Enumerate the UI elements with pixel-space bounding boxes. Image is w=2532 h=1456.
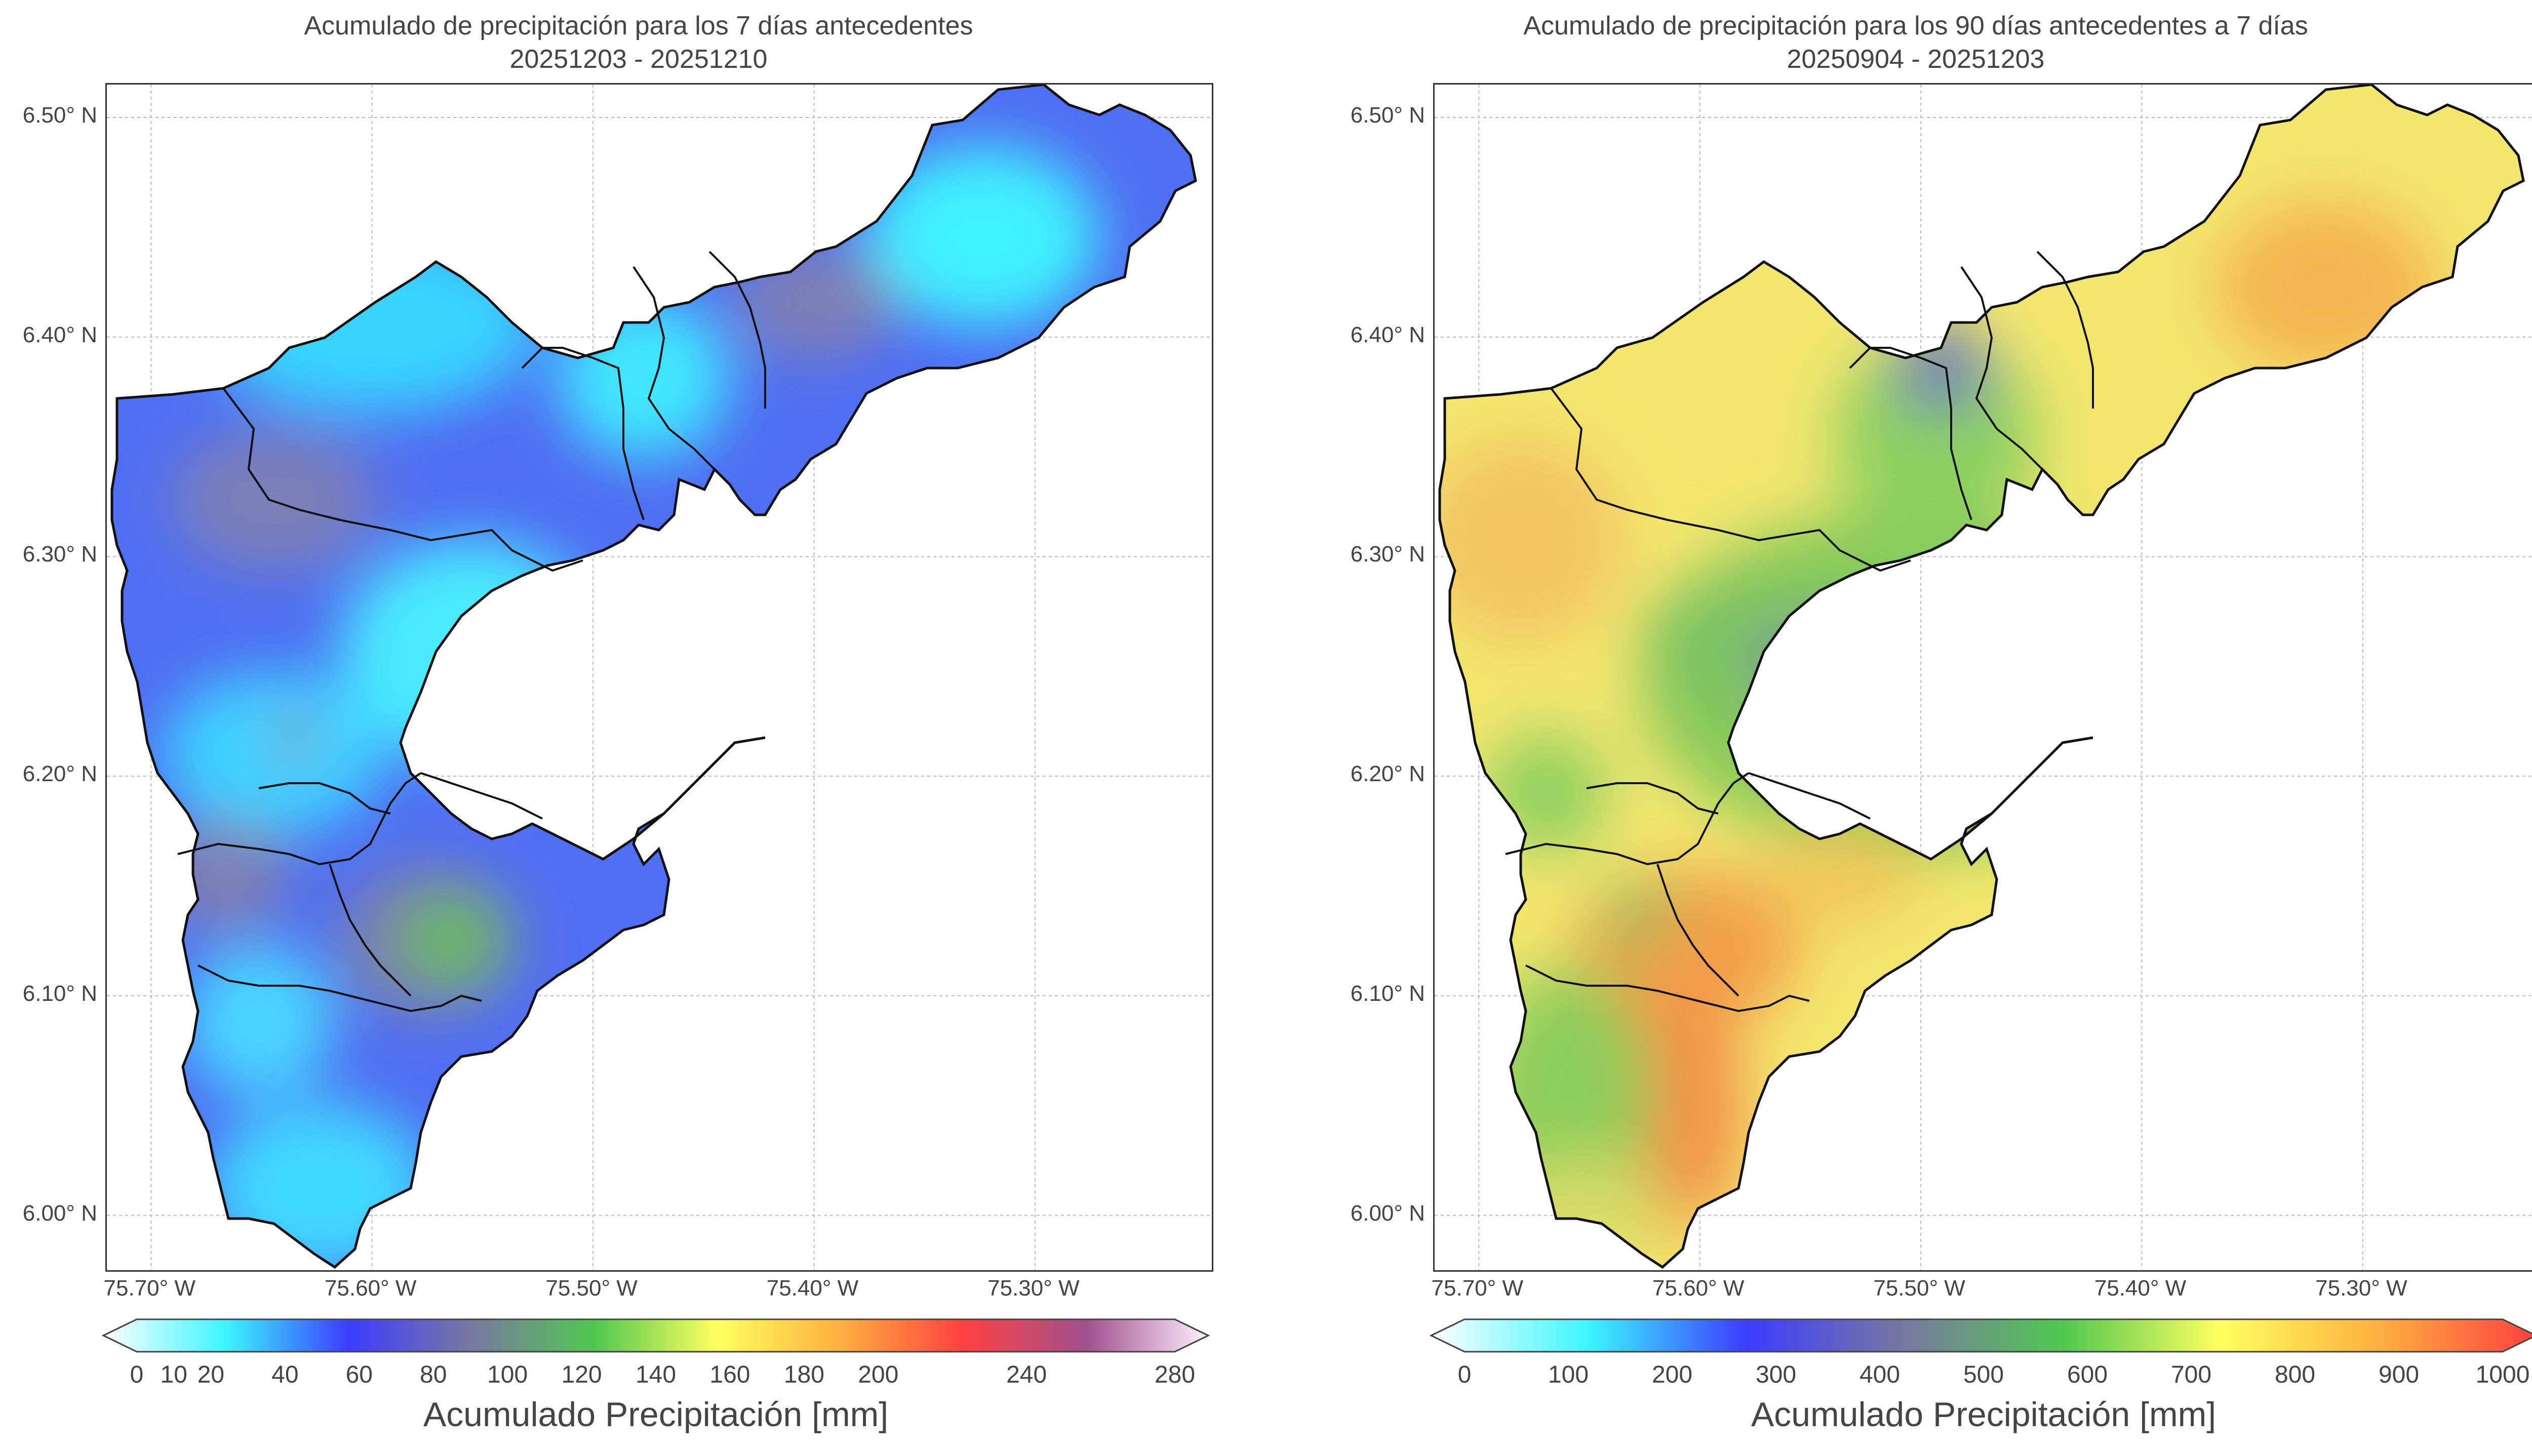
colorbar-tick-label: 0 bbox=[130, 1361, 144, 1388]
colorbar-tick-label: 900 bbox=[2378, 1361, 2420, 1388]
map-area bbox=[1433, 83, 2532, 1272]
colorbar-tick-label: 0 bbox=[1457, 1361, 1472, 1388]
municipal-boundary bbox=[258, 782, 391, 815]
precipitation-field bbox=[1440, 85, 2523, 1267]
panel-title: Acumulado de precipitación para los 90 d… bbox=[1277, 9, 2532, 76]
municipal-boundary bbox=[1586, 782, 1719, 815]
y-tick-label: 6.10° N bbox=[22, 981, 97, 1006]
x-tick-label: 75.70° W bbox=[1431, 1276, 1523, 1301]
colorbar bbox=[1429, 1315, 2532, 1356]
colorbar-tick-label: 300 bbox=[1755, 1361, 1797, 1388]
colorbar-svg bbox=[1429, 1318, 2532, 1353]
colorbar-tick-label: 240 bbox=[1006, 1361, 1047, 1388]
y-tick-label: 6.00° N bbox=[22, 1200, 97, 1226]
colorbar-tick-label: 80 bbox=[420, 1361, 447, 1388]
title-line-2: 20250904 - 20251203 bbox=[1787, 45, 2045, 74]
colorbar-tick-label: 800 bbox=[2274, 1361, 2316, 1388]
municipal-boundary bbox=[1505, 772, 1750, 866]
municipal-boundary bbox=[177, 772, 422, 866]
municipal-boundary bbox=[420, 772, 543, 820]
y-tick-label: 6.40° N bbox=[22, 322, 97, 347]
municipal-boundary bbox=[1960, 266, 2043, 470]
colorbar bbox=[101, 1315, 1210, 1356]
y-tick-label: 6.30° N bbox=[22, 542, 97, 567]
map-area bbox=[105, 83, 1213, 1272]
map-svg bbox=[107, 85, 1212, 1270]
municipal-boundaries bbox=[1438, 85, 2525, 1269]
y-tick-label: 6.50° N bbox=[1350, 103, 1425, 128]
precipitation-field bbox=[112, 85, 1196, 1267]
panel-title: Acumulado de precipitación para los 7 dí… bbox=[0, 9, 1277, 76]
municipal-boundary bbox=[222, 387, 583, 572]
municipal-boundary bbox=[521, 347, 645, 520]
colorbar-tick-label: 160 bbox=[709, 1361, 750, 1388]
colorbar-tick-label: 20 bbox=[197, 1361, 225, 1388]
x-tick-label: 75.50° W bbox=[1873, 1276, 1965, 1301]
colorbar-tick-label: 280 bbox=[1154, 1361, 1196, 1388]
colorbar-label: Acumulado Precipitación [mm] bbox=[1751, 1395, 2217, 1434]
panel-7-day: Acumulado de precipitación para los 7 dí… bbox=[0, 9, 1277, 1434]
municipal-boundary bbox=[1656, 864, 1739, 997]
y-tick-label: 6.10° N bbox=[1350, 981, 1425, 1006]
y-tick-label: 6.40° N bbox=[1350, 322, 1425, 347]
y-tick-label: 6.20° N bbox=[22, 761, 97, 787]
colorbar-tick-label: 10 bbox=[160, 1361, 187, 1388]
title-line-2: 20251203 - 20251210 bbox=[509, 45, 768, 74]
title-line-1: Acumulado de precipitación para los 90 d… bbox=[1523, 11, 2308, 41]
colorbar-tick-label: 200 bbox=[1651, 1361, 1693, 1388]
colorbar-tick-label: 1000 bbox=[2475, 1361, 2530, 1388]
colorbar-tick-label: 120 bbox=[561, 1361, 602, 1388]
colorbar-tick-label: 100 bbox=[1548, 1361, 1589, 1388]
colorbar-tick-label: 400 bbox=[1859, 1361, 1901, 1388]
municipal-boundary bbox=[1849, 347, 1972, 520]
municipal-boundary bbox=[2036, 251, 2094, 409]
colorbar-tick-label: 600 bbox=[2067, 1361, 2108, 1388]
colorbar-tick-label: 100 bbox=[487, 1361, 528, 1388]
municipal-boundary bbox=[1550, 387, 1911, 572]
municipal-boundaries bbox=[110, 85, 1197, 1269]
x-tick-label: 75.50° W bbox=[545, 1276, 638, 1301]
x-tick-label: 75.40° W bbox=[766, 1276, 859, 1301]
x-tick-label: 75.40° W bbox=[2094, 1276, 2187, 1301]
municipal-boundary bbox=[708, 251, 766, 409]
colorbar-tick-label: 700 bbox=[2170, 1361, 2212, 1388]
y-tick-label: 6.30° N bbox=[1350, 542, 1425, 567]
x-tick-label: 75.60° W bbox=[324, 1276, 417, 1301]
x-tick-label: 75.30° W bbox=[987, 1276, 1080, 1301]
panel-90-day: Acumulado de precipitación para los 90 d… bbox=[1277, 0, 2532, 1456]
colorbar-label: Acumulado Precipitación [mm] bbox=[423, 1395, 889, 1434]
y-tick-label: 6.00° N bbox=[1350, 1200, 1425, 1226]
municipal-boundary bbox=[1748, 772, 1871, 820]
colorbar-tick-label: 180 bbox=[783, 1361, 824, 1388]
municipal-boundary bbox=[1525, 964, 1810, 1013]
y-tick-label: 6.50° N bbox=[22, 103, 97, 128]
region-outline bbox=[1438, 85, 2525, 1269]
colorbar-tick-label: 500 bbox=[1963, 1361, 2004, 1388]
municipal-boundary bbox=[632, 266, 716, 470]
x-tick-label: 75.70° W bbox=[103, 1276, 195, 1301]
colorbar-tick-label: 200 bbox=[858, 1361, 899, 1388]
municipal-boundary bbox=[197, 964, 482, 1013]
title-line-1: Acumulado de precipitación para los 7 dí… bbox=[304, 11, 973, 41]
colorbar-tick-label: 60 bbox=[345, 1361, 373, 1388]
region-outline bbox=[110, 85, 1197, 1269]
x-tick-label: 75.60° W bbox=[1652, 1276, 1745, 1301]
colorbar-tick-label: 140 bbox=[635, 1361, 677, 1388]
colorbar-svg bbox=[101, 1318, 1210, 1353]
colorbar-tick-label: 40 bbox=[271, 1361, 299, 1388]
map-svg bbox=[1435, 85, 2532, 1270]
y-tick-label: 6.20° N bbox=[1350, 761, 1425, 787]
x-tick-label: 75.30° W bbox=[2315, 1276, 2407, 1301]
municipal-boundary bbox=[329, 864, 412, 997]
